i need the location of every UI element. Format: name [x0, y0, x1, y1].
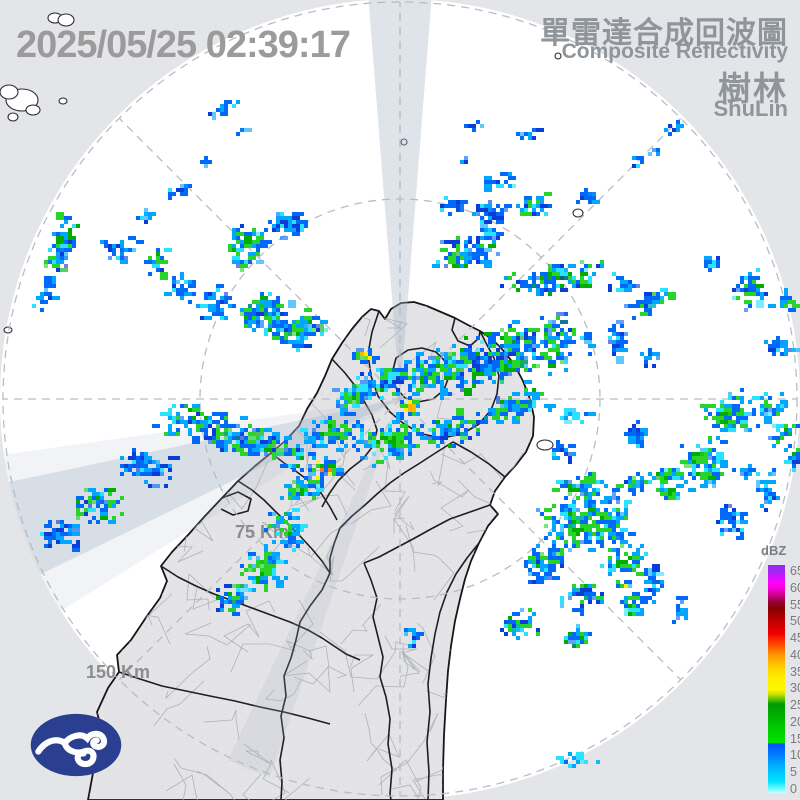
cwb-logo: [30, 713, 122, 777]
dbz-tick: 10: [790, 748, 800, 763]
range-label-150km: 150 Km: [86, 662, 151, 682]
dbz-tick: 25: [790, 698, 800, 713]
timestamp: 2025/05/25 02:39:17: [16, 24, 351, 66]
dbz-legend-title: dBZ: [761, 543, 787, 558]
dbz-tick: 30: [790, 681, 800, 696]
page-title-zh: 單雷達合成回波圖: [540, 17, 788, 50]
dbz-colorbar: [768, 565, 785, 793]
dbz-tick: 55: [790, 597, 800, 612]
township-borders: [122, 302, 524, 800]
offshore-islands: [0, 12, 584, 451]
dbz-tick: 5: [790, 765, 797, 780]
dbz-tick: 35: [790, 664, 800, 679]
dbz-tick: 65: [790, 564, 800, 578]
dbz-tick: 45: [790, 631, 800, 646]
page-title-en: Composite Reflectivity: [561, 40, 788, 63]
dbz-tick: 40: [790, 647, 800, 662]
dbz-tick: 50: [790, 614, 800, 629]
station-name-zh: 樹林: [718, 70, 788, 107]
dbz-tick: 15: [790, 731, 800, 746]
dbz-tick: 20: [790, 714, 800, 729]
dbz-tick: 60: [790, 580, 800, 595]
station-name-en: ShuLin: [713, 96, 788, 121]
dbz-tick: 0: [790, 782, 797, 796]
